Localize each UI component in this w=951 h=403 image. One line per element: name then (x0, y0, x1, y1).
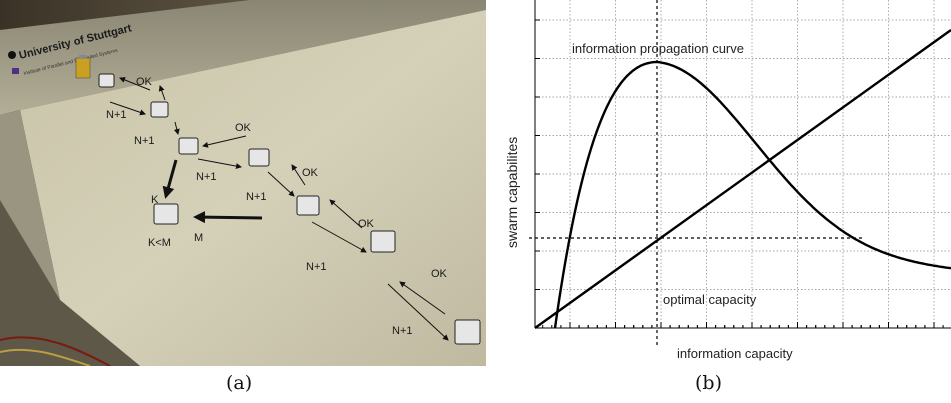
curve-label: information propagation curve (572, 41, 744, 56)
cable (0, 336, 111, 366)
robot-1 (98, 73, 115, 88)
robot-2 (150, 101, 169, 118)
arrow (158, 85, 166, 101)
label-ok: OK (136, 76, 153, 88)
arrow (387, 283, 449, 341)
label-n-plus-1: N+1 (392, 325, 413, 337)
subfigure-label-a: (a) (226, 372, 253, 394)
label-m: M (194, 232, 203, 244)
arrow (311, 221, 367, 253)
arrow (202, 135, 247, 148)
label-k-less-than-m: K<M (148, 237, 171, 249)
robot-3 (178, 137, 199, 155)
arrow (291, 164, 306, 186)
arena-back-wall (0, 0, 486, 115)
arrow (329, 199, 363, 229)
capacity-chart: information propagation curve optimal ca… (504, 0, 951, 361)
label-ok: OK (431, 268, 448, 280)
institute-logo (12, 68, 19, 74)
label-k: K (151, 194, 159, 206)
label-ok: OK (302, 167, 319, 179)
optimal-capacity-label: optimal capacity (663, 292, 757, 307)
arena-left-wall-shadow (0, 200, 140, 366)
cable (0, 348, 91, 366)
robot-6 (296, 195, 320, 216)
arrow (109, 101, 146, 116)
swarm-capability-line (534, 29, 951, 329)
y-axis-label: swarm capabilites (504, 137, 520, 248)
robot-7 (370, 230, 396, 253)
arrow (173, 121, 180, 135)
information-propagation-curve (553, 60, 951, 329)
robot-5 (153, 203, 179, 225)
label-n-plus-1: N+1 (106, 109, 127, 121)
label-ok: OK (358, 218, 375, 230)
battery-icon (75, 57, 91, 79)
label-n-plus-1: N+1 (134, 135, 155, 147)
subfigure-label-b: (b) (695, 372, 722, 394)
thick-arrow-m (193, 211, 263, 224)
arrow (267, 171, 295, 197)
arrow (399, 281, 446, 315)
label-n-plus-1: N+1 (246, 191, 267, 203)
battery-terminal (79, 55, 87, 59)
label-n-plus-1: N+1 (306, 261, 327, 273)
university-logo (8, 51, 16, 59)
x-axis-label: information capacity (677, 346, 793, 361)
label-n-plus-1: N+1 (196, 171, 217, 183)
robot-8 (454, 319, 481, 345)
arrow (119, 77, 151, 91)
label-ok: OK (235, 122, 252, 134)
arena-floor (20, 10, 486, 366)
arrow (197, 158, 242, 170)
robot-swarm-photo: University of Stuttgart Institute of Par… (0, 0, 486, 366)
robot-4 (248, 148, 270, 167)
thick-arrow-k (162, 159, 178, 199)
